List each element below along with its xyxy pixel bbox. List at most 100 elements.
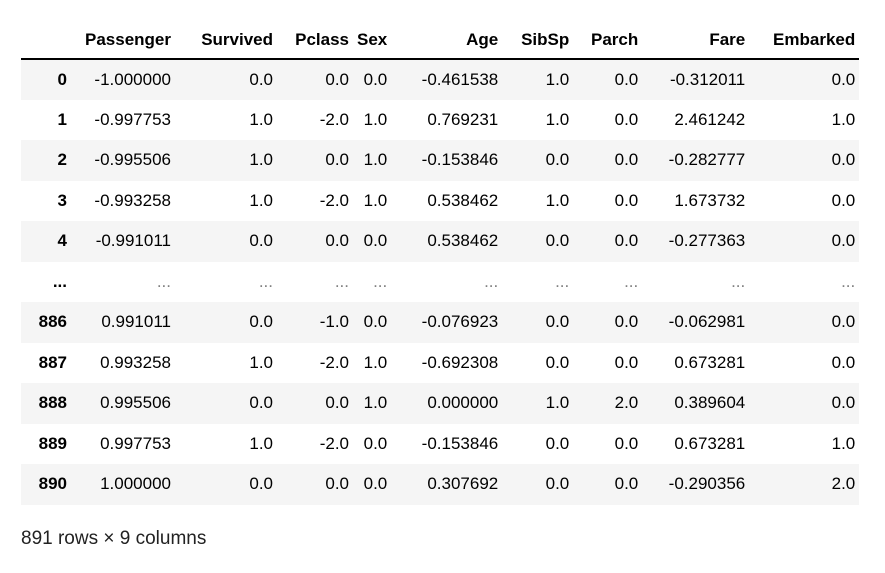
table-cell: ... [334,271,349,291]
table-cell: 2.461242 [674,109,746,129]
table-cell: 0.0 [325,393,349,413]
header-row: Passenger Survived Pclass Sex Age SibSp … [21,22,860,60]
table-cell: 0.0 [545,433,570,453]
ellipsis-row: .............................. [21,261,860,302]
row-index: 890 [38,474,67,494]
column-header-sex: Sex [353,22,392,60]
table-row: 889 0.997753 1.0 -2.0 0.0 -0.153846 0.0 0.0 0.67… [21,423,860,464]
table-cell: 0.0 [831,190,856,210]
table-cell: 0.0 [831,312,856,332]
table-cell: -0.277363 [668,231,746,251]
table-cell: 0.0 [249,474,273,494]
table-cell: 2.0 [614,393,639,413]
table-cell: 0.0 [831,231,856,251]
table-cell: -0.312011 [669,69,746,89]
table-cell: 0.0 [363,474,388,494]
table-cell: -2.0 [319,352,349,372]
table-cell: 1.000000 [100,474,171,494]
table-row: 2 -0.995506 1.0 0.0 1.0 -0.153846 0.0 0.0 -0.282… [21,140,860,181]
table-cell: 0.995506 [100,393,171,413]
table-cell: -0.461538 [421,69,499,89]
table-cell: ... [555,271,570,291]
table-cell: 0.0 [545,150,570,170]
table-cell: 2.0 [831,474,856,494]
table-cell: 1.0 [363,352,388,372]
table-cell: -1.0 [319,312,349,332]
column-header-age: Age [391,22,503,60]
table-row: 887 0.993258 1.0 -2.0 1.0 -0.692308 0.0 0.0 0.67… [21,342,860,383]
table-cell: -2.0 [319,109,349,129]
table-cell: -1.000000 [94,69,171,89]
table-cell: -2.0 [319,190,349,210]
table-cell: ... [373,271,388,291]
table-cell: -0.692308 [421,352,499,372]
table-cell: 1.0 [545,190,570,210]
table-cell: 0.673281 [674,433,746,453]
table-cell: ... [156,271,171,291]
table-cell: 0.538462 [427,231,499,251]
table-cell: 0.538462 [427,190,499,210]
table-row: 3 -0.993258 1.0 -2.0 1.0 0.538462 1.0 0.0 1.6737… [21,180,860,221]
table-cell: 0.0 [831,69,856,89]
row-index: 3 [57,190,67,210]
table-cell: 0.0 [325,69,349,89]
row-index: 887 [38,352,67,372]
table-cell: 1.0 [545,393,570,413]
table-cell: 0.0 [614,109,639,129]
table-cell: 1.0 [831,109,856,129]
row-index: 0 [57,69,67,89]
table-cell: -0.993258 [94,190,171,210]
row-index: 886 [38,312,67,332]
table-cell: 1.0 [249,109,273,129]
row-index: 2 [57,150,67,170]
table-cell: 0.0 [831,393,856,413]
table-cell: 0.0 [249,231,273,251]
dataframe-table: Passenger Survived Pclass Sex Age SibSp … [21,22,860,505]
table-cell: 0.0 [325,150,349,170]
table-cell: ... [731,271,746,291]
table-body: 0 -1.000000 0.0 0.0 0.0 -0.461538 1.0 0.0 -0.312… [21,59,860,505]
table-cell: 0.0 [363,312,388,332]
table-cell: -0.997753 [94,109,171,129]
table-cell: 0.0 [363,231,388,251]
table-cell: -0.153846 [421,433,499,453]
table-cell: 0.0 [249,312,273,332]
table-cell: 0.0 [614,231,639,251]
table-cell: -0.153846 [421,150,499,170]
table-cell: 0.991011 [101,312,171,332]
table-row: 890 1.000000 0.0 0.0 0.0 0.307692 0.0 0.0 -0.290… [21,464,860,505]
table-cell: -0.991011 [95,231,171,251]
table-cell: 0.0 [325,474,349,494]
table-cell: -2.0 [319,433,349,453]
column-header-pclass: Pclass [277,22,353,60]
table-cell: 1.0 [249,352,273,372]
table-cell: -0.290356 [668,474,746,494]
table-header: Passenger Survived Pclass Sex Age SibSp … [21,22,860,60]
table-cell: 1.0 [545,69,570,89]
table-cell: 0.0 [831,150,856,170]
table-cell: 0.673281 [674,352,746,372]
column-header-passenger: Passenger [71,22,175,60]
table-cell: 0.0 [363,433,388,453]
table-row: 4 -0.991011 0.0 0.0 0.0 0.538462 0.0 0.0 -0.2773… [21,221,860,262]
table-cell: 0.389604 [674,393,746,413]
table-cell: 0.0 [545,474,570,494]
table-cell: 1.0 [363,109,388,129]
column-header-survived: Survived [175,22,277,60]
dataframe-container: Passenger Survived Pclass Sex Age SibSp … [21,22,860,505]
table-shape-summary: 891 rows × 9 columns [21,528,207,549]
table-row: 888 0.995506 0.0 0.0 1.0 0.000000 1.0 2.0 0.3896… [21,383,860,424]
table-cell: 0.0 [614,150,639,170]
table-cell: ... [841,271,856,291]
row-index: 889 [38,433,67,453]
table-cell: 0.0 [545,352,570,372]
row-index: 888 [38,393,67,413]
column-header-embarked: Embarked [749,22,860,60]
table-cell: ... [258,271,273,291]
table-cell: 0.0 [831,352,856,372]
table-cell: 0.0 [249,393,273,413]
table-cell: 1.0 [831,433,856,453]
table-cell: 0.769231 [427,109,499,129]
table-cell: 0.0 [614,433,639,453]
index-header [21,22,71,60]
